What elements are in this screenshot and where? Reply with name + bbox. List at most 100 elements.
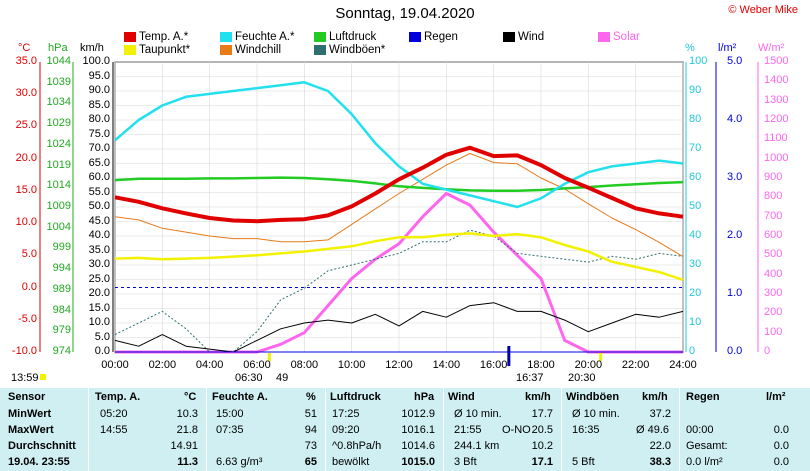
tick-label-percent: 90 (689, 84, 702, 96)
tick-label-kmh: 25.0 (88, 272, 110, 285)
tick-label-time: 10:00 (337, 359, 366, 371)
pressure-value: 1014.6 (401, 440, 435, 452)
legend-swatch (124, 45, 136, 55)
tick-label-celsius: 15.0 (15, 183, 37, 196)
legend-swatch (314, 45, 326, 55)
legend-swatch (220, 32, 232, 42)
header-sensor: Sensor (8, 391, 46, 403)
humidity-time: 07:35 (216, 424, 244, 436)
tick-label-lm2: 4.0 (727, 113, 743, 125)
col-divider (443, 388, 444, 471)
tick-label-wm2: 300 (764, 287, 783, 299)
tick-label-hpa: 1039 (46, 75, 71, 88)
wind-value: 10.2 (531, 440, 553, 452)
stats-table: Sensor Temp. A. °C Feuchte A. % Luftdruc… (0, 388, 810, 471)
sunset-tick (599, 353, 603, 361)
tick-label-lm2: 2.0 (727, 229, 743, 241)
tick-label-wm2: 400 (764, 267, 783, 280)
legend-windchill: Windchill (220, 44, 281, 56)
tick-label-celsius: 5.0 (21, 248, 37, 261)
tick-label-percent: 20 (689, 287, 702, 299)
pressure-value: 1012.9 (401, 408, 435, 420)
tick-label-celsius: 25.0 (15, 119, 37, 132)
wind-value: 17.7 (531, 408, 553, 420)
temp-value: 10.3 (176, 408, 198, 420)
legend-label: Temp. A.* (139, 31, 189, 43)
legend-dewpoint: Taupunkt* (124, 44, 190, 56)
sunrise-marker: 06:30 (235, 372, 263, 384)
unit-wm2: W/m² (758, 42, 785, 54)
header-rain-unit: l/m² (766, 391, 786, 403)
temp-value: 21.8 (176, 424, 198, 436)
tick-label-hpa: 974 (52, 345, 71, 357)
tick-label-wm2: 0 (764, 345, 771, 357)
tick-label-kmh: 35.0 (88, 243, 110, 256)
header-wind: Wind (448, 391, 475, 403)
tick-label-hpa: 1009 (46, 200, 71, 212)
header-humidity-unit: % (306, 391, 316, 403)
rain-desc: 00:00 (686, 424, 714, 436)
tick-label-kmh: 5.0 (94, 330, 110, 343)
legend-rain: Regen (409, 31, 458, 43)
noon-tick (507, 346, 511, 366)
sunrise-tick (267, 353, 271, 361)
wind-direction: O-NO (502, 424, 531, 436)
legend-solar: Solar (598, 31, 640, 43)
tick-label-wm2: 500 (764, 248, 783, 261)
tick-label-kmh: 20.0 (88, 287, 110, 299)
tick-label-hpa: 1029 (46, 117, 71, 130)
legend-temp: Temp. A.* (124, 31, 188, 43)
humidity-value: 73 (304, 440, 317, 452)
humidity-value: 51 (304, 408, 317, 420)
gust-value: 22.0 (649, 440, 671, 452)
wind-desc: 21:55 (454, 424, 482, 436)
tick-label-wm2: 1100 (764, 132, 788, 145)
tick-label-kmh: 70.0 (88, 142, 110, 154)
rain-value: 0.0 (773, 424, 789, 436)
temp-value: 11.3 (177, 456, 198, 468)
tick-label-celsius: 10.0 (15, 216, 37, 229)
legend-label: Windböen* (329, 44, 386, 56)
rain-desc: Gesamt: (686, 440, 728, 452)
tick-label-time: 06:00 (243, 359, 271, 371)
legend-label: Feuchte A.* (235, 31, 295, 43)
legend-wind: Wind (503, 31, 544, 43)
tick-label-time: 00:00 (101, 359, 129, 371)
legend-label: Luftdruck (329, 31, 377, 43)
tick-label-percent: 60 (689, 171, 702, 183)
time-tick (40, 374, 46, 380)
header-temp-unit: °C (184, 391, 197, 403)
header-temp: Temp. A. (95, 391, 141, 403)
tick-label-percent: 100 (689, 55, 708, 67)
time-marker: 13:59 (11, 372, 39, 384)
legend-humidity: Feuchte A.* (220, 31, 294, 43)
pressure-value: 1016.1 (401, 424, 435, 436)
legend-swatch (409, 32, 421, 42)
tick-label-hpa: 989 (52, 282, 71, 295)
chart-title: Sonntag, 19.04.2020 (335, 5, 475, 22)
header-pressure: Luftdruck (330, 391, 381, 403)
tick-label-kmh: 60.0 (88, 171, 110, 183)
tick-label-time: 20:00 (574, 359, 603, 371)
header-pressure-unit: hPa (414, 391, 435, 403)
legend-label: Solar (613, 31, 640, 43)
tick-label-lm2: 1.0 (727, 287, 743, 299)
tick-label-hpa: 1034 (46, 96, 71, 109)
humidity-value: 65 (304, 456, 317, 468)
tick-label-kmh: 65.0 (88, 156, 110, 169)
tick-label-hpa: 1024 (46, 137, 71, 150)
col-divider (88, 388, 89, 471)
tick-label-kmh: 80.0 (88, 113, 110, 125)
tick-label-kmh: 75.0 (88, 127, 110, 140)
tick-label-time: 12:00 (385, 359, 413, 371)
weather-chart (39, 61, 759, 380)
tick-label-time: 16:00 (479, 359, 508, 371)
tick-label-kmh: 15.0 (88, 301, 110, 314)
tick-label-kmh: 40.0 (88, 229, 110, 241)
rain-value: 0.0 (773, 440, 789, 452)
noon-marker: 16:37 (516, 372, 544, 384)
tick-label-celsius: 30.0 (15, 87, 37, 100)
series-feuchtea-line (114, 81, 684, 209)
tick-label-kmh: 0.0 (94, 345, 110, 357)
tick-label-celsius: 20.0 (15, 151, 37, 164)
